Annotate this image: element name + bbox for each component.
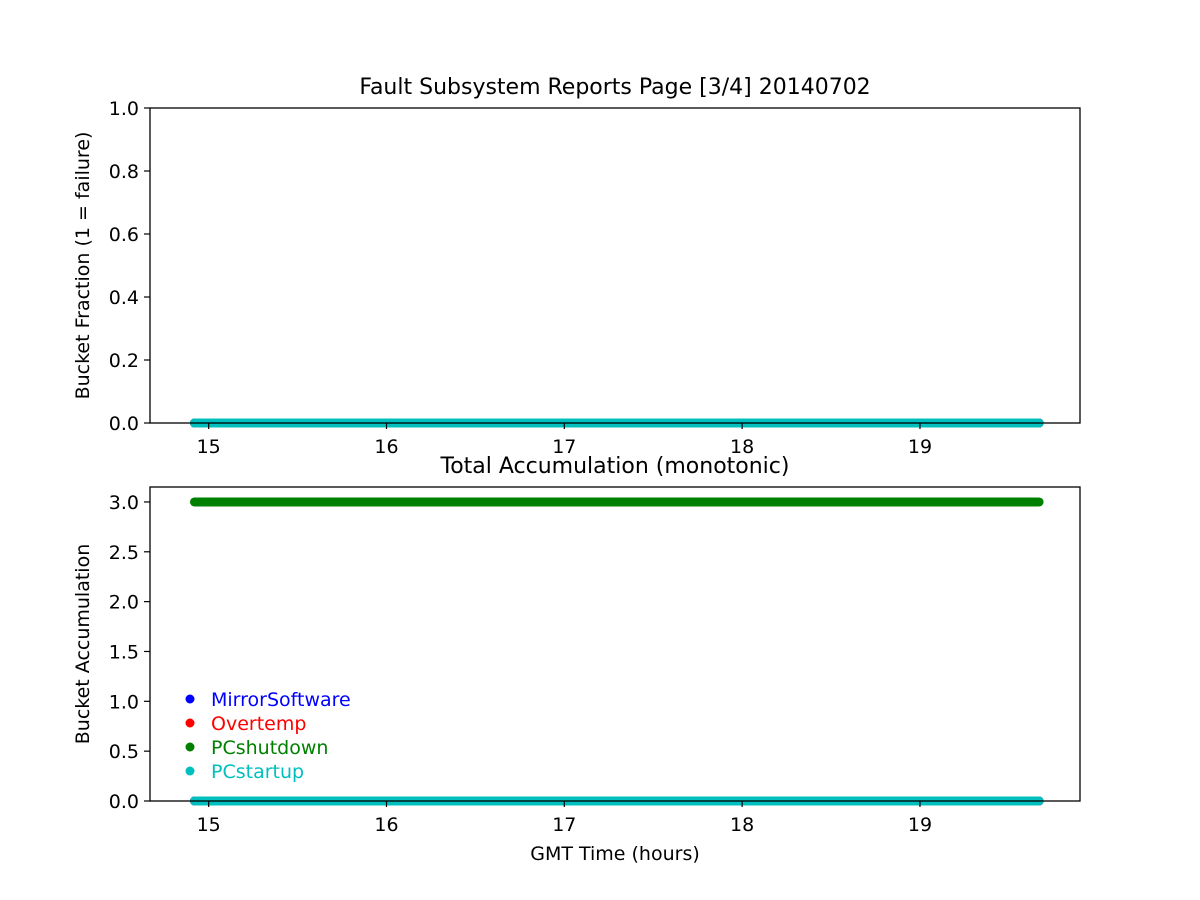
bottom-chart-y-tick-label: 2.0 bbox=[109, 592, 139, 614]
bottom-chart-x-tick-label: 19 bbox=[908, 814, 932, 836]
bottom-chart-y-tick-label: 0.0 bbox=[109, 791, 139, 813]
top-chart-frame bbox=[149, 107, 1081, 424]
bottom-chart-x-tick-label: 17 bbox=[552, 814, 576, 836]
legend-marker-mirrorsoftware bbox=[185, 694, 195, 704]
legend-label-overtemp: Overtemp bbox=[211, 713, 306, 735]
top-chart-x-tick-label: 15 bbox=[197, 436, 221, 458]
top-chart-panel: Fault Subsystem Reports Page [3/4] 20140… bbox=[72, 75, 1081, 458]
top-chart-axes: 15 16 17 18 19 0.0 0.2 0.4 0.6 0.8 1.0 bbox=[109, 98, 1081, 458]
bottom-chart-y-axis-label: Bucket Accumulation bbox=[72, 544, 94, 745]
bottom-chart-x-tick-label: 15 bbox=[197, 814, 221, 836]
top-chart-y-axis-label: Bucket Fraction (1 = failure) bbox=[72, 132, 94, 400]
bottom-chart-frame bbox=[149, 486, 1081, 802]
top-chart-x-tick-label: 18 bbox=[730, 436, 754, 458]
bottom-chart-y-tick-label: 1.5 bbox=[109, 641, 139, 663]
bottom-chart-panel: Total Accumulation (monotonic) Bucket Ac… bbox=[72, 454, 1081, 865]
bottom-chart-x-tick-label: 16 bbox=[374, 814, 398, 836]
top-chart-y-tick-label: 0.8 bbox=[109, 161, 139, 183]
top-chart-y-tick-label: 1.0 bbox=[109, 98, 139, 120]
legend-marker-pcshutdown bbox=[185, 742, 195, 752]
legend-marker-pcstartup bbox=[185, 766, 195, 776]
top-chart-y-tick-label: 0.4 bbox=[109, 287, 139, 309]
bottom-chart-axes: 15 16 17 18 19 0.0 0.5 1.0 1.5 2.0 2.5 3.0 bbox=[109, 486, 1081, 836]
bottom-chart-x-axis-label: GMT Time (hours) bbox=[530, 843, 700, 865]
bottom-chart-y-tick-label: 3.0 bbox=[109, 492, 139, 514]
top-chart-x-tick-label: 16 bbox=[374, 436, 398, 458]
top-chart-y-tick-label: 0.6 bbox=[109, 224, 139, 246]
bottom-chart-title: Total Accumulation (monotonic) bbox=[440, 454, 790, 479]
bottom-chart-y-tick-label: 0.5 bbox=[109, 741, 139, 763]
top-chart-x-tick-label: 17 bbox=[552, 436, 576, 458]
bottom-chart-legend: MirrorSoftwareOvertempPCshutdownPCstartu… bbox=[185, 689, 351, 783]
top-chart-title: Fault Subsystem Reports Page [3/4] 20140… bbox=[359, 75, 870, 100]
bottom-chart-y-tick-label: 1.0 bbox=[109, 691, 139, 713]
top-chart-x-tick-label: 19 bbox=[908, 436, 932, 458]
legend-label-mirrorsoftware: MirrorSoftware bbox=[211, 689, 351, 711]
legend-marker-overtemp bbox=[185, 718, 195, 728]
bottom-chart-y-tick-label: 2.5 bbox=[109, 542, 139, 564]
bottom-chart-x-tick-label: 18 bbox=[730, 814, 754, 836]
top-chart-y-tick-label: 0.2 bbox=[109, 350, 139, 372]
top-chart-y-tick-label: 0.0 bbox=[109, 413, 139, 435]
legend-label-pcshutdown: PCshutdown bbox=[211, 737, 328, 759]
legend-label-pcstartup: PCstartup bbox=[211, 761, 304, 783]
